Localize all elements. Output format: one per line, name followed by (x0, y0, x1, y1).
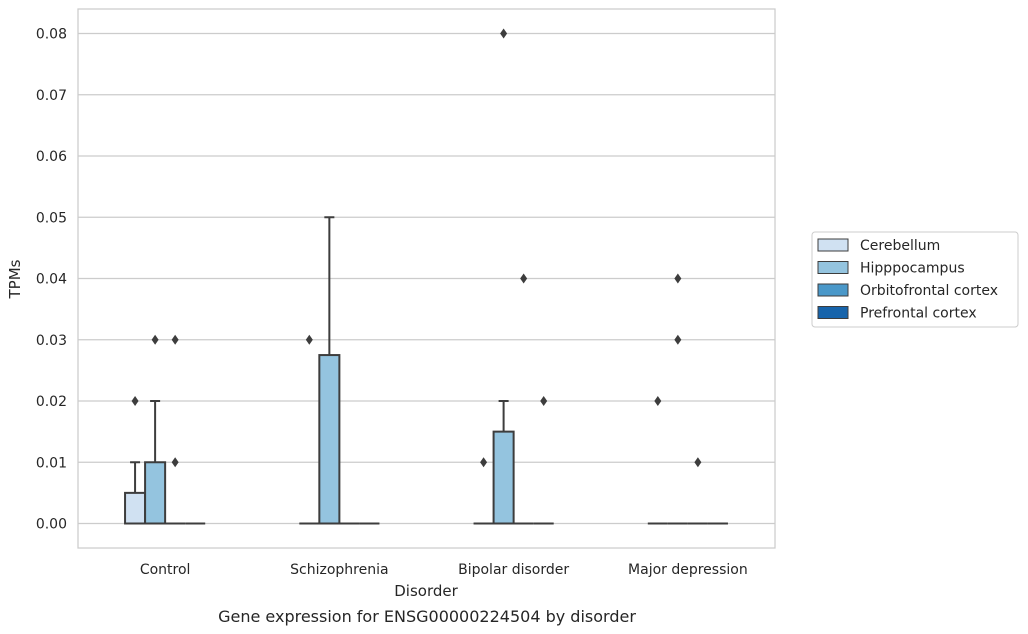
y-tick-label: 0.03 (36, 333, 67, 349)
outlier-point (654, 396, 662, 406)
box-group (473, 28, 554, 525)
plot-frame (77, 8, 776, 549)
box (124, 491, 147, 525)
outlier-point (131, 396, 139, 406)
box (318, 354, 341, 525)
outlier-point (171, 457, 179, 468)
outlier-point (694, 457, 702, 468)
box-groups (124, 28, 728, 525)
outlier-point (674, 334, 682, 345)
legend: Cerebellum Hipppocampus Orbitofrontal cort… (811, 231, 1019, 328)
legend-label: Cerebellum (860, 238, 940, 254)
x-tick-label: Schizophrenia (290, 562, 388, 578)
x-tick-label: Major depression (628, 562, 748, 578)
legend-label: Orbitofrontal cortex (860, 283, 998, 299)
box-group (299, 216, 380, 525)
box-group (124, 334, 206, 525)
outlier-point (500, 28, 508, 39)
figure-caption: Gene expression for ENSG00000224504 by d… (218, 607, 636, 626)
y-axis-title: TPMs (6, 259, 24, 299)
outlier-point (540, 396, 548, 406)
outlier-point (171, 334, 179, 345)
x-tick-label: Bipolar disorder (458, 562, 569, 578)
outlier-point (151, 334, 159, 345)
y-axis-ticks: 0.00 0.01 0.02 0.03 0.04 0.05 0.06 0.07 0.08 (36, 27, 67, 533)
box (492, 430, 515, 525)
outlier-point (480, 457, 488, 468)
x-axis-title: Disorder (394, 582, 458, 600)
box-group (647, 273, 728, 525)
y-tick-label: 0.08 (36, 27, 67, 43)
y-tick-label: 0.04 (36, 272, 67, 288)
y-tick-label: 0.01 (36, 455, 67, 471)
outlier-point (305, 334, 313, 345)
legend-frame (811, 231, 1019, 328)
x-axis-ticks: Control Schizophrenia Bipolar disorder Majo… (140, 562, 748, 578)
outlier-point (674, 273, 682, 284)
outlier-point (520, 273, 528, 284)
y-tick-label: 0.07 (36, 88, 67, 104)
x-tick-label: Control (140, 562, 191, 578)
legend-swatch (817, 238, 849, 252)
y-tick-label: 0.06 (36, 149, 67, 165)
grid-lines (78, 32, 775, 525)
legend-label: Hipppocampus (860, 261, 965, 277)
legend-swatch (817, 306, 849, 319)
legend-label: Prefrontal cortex (860, 306, 977, 322)
y-tick-label: 0.00 (36, 517, 67, 533)
y-tick-label: 0.05 (36, 210, 67, 226)
y-tick-label: 0.02 (36, 394, 67, 410)
legend-swatch (817, 261, 849, 274)
box (144, 461, 167, 525)
legend-swatch (817, 283, 849, 297)
